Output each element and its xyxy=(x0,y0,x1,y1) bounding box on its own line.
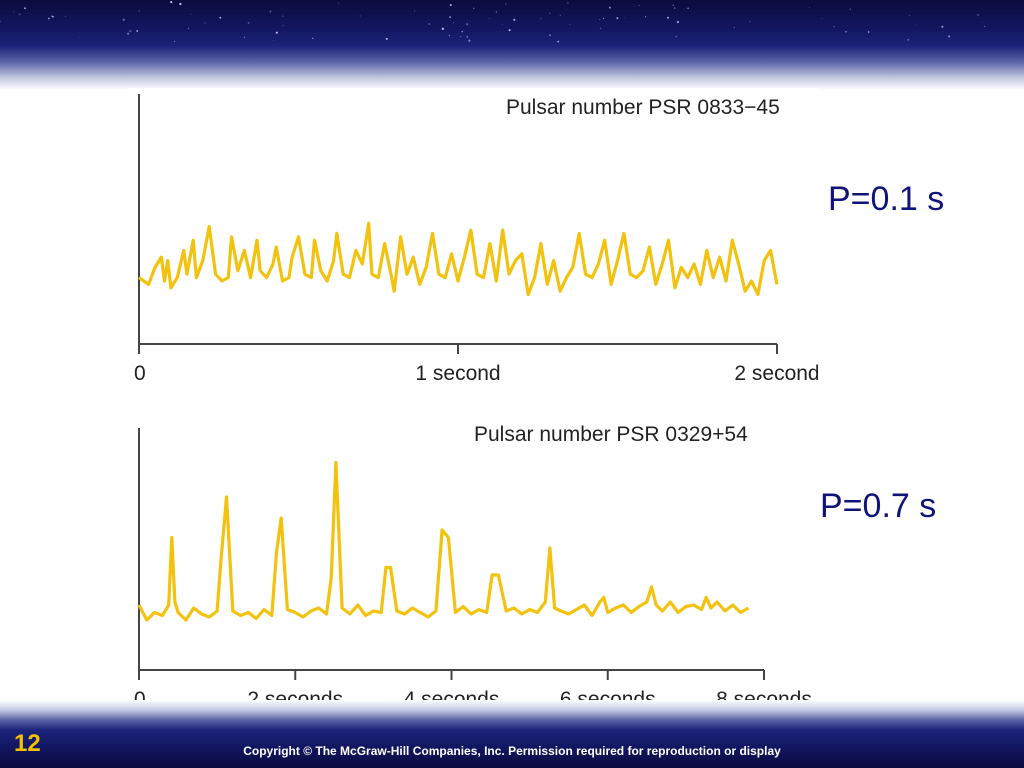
bottom-banner xyxy=(0,700,1024,768)
series-line xyxy=(138,221,779,297)
x-tick-label: 0 xyxy=(134,362,146,385)
x-tick-label: 0 xyxy=(134,688,146,710)
chart-psr-0329-54: Pulsar number PSR 0329+54 0 2 seconds 4 sec… xyxy=(128,420,812,710)
starfield-decoration xyxy=(0,1,986,43)
chart-title: Pulsar number PSR 0329+54 xyxy=(474,423,748,446)
period-label-bottom: P=0.7 s xyxy=(820,487,937,525)
period-label-top: P=0.1 s xyxy=(828,180,945,218)
slide-number: 12 xyxy=(14,730,41,757)
top-banner xyxy=(0,0,1024,90)
chart-svg-top: Pulsar number PSR 0833−45 0 1 second 2 seco… xyxy=(134,94,818,385)
chart-title: Pulsar number PSR 0833−45 xyxy=(506,96,780,119)
x-tick-label: 2 second xyxy=(734,362,818,385)
copyright-notice: Copyright © The McGraw-Hill Companies, I… xyxy=(0,744,1024,758)
copyright-text: Copyright © The McGraw-Hill Companies, I… xyxy=(243,744,781,758)
chart-psr-0833-45: Pulsar number PSR 0833−45 0 1 second 2 seco… xyxy=(128,88,818,388)
x-tick-label: 1 second xyxy=(415,362,500,385)
series-line xyxy=(137,460,750,622)
chart-svg-bottom: Pulsar number PSR 0329+540 2 seconds 4 sec… xyxy=(134,423,812,710)
